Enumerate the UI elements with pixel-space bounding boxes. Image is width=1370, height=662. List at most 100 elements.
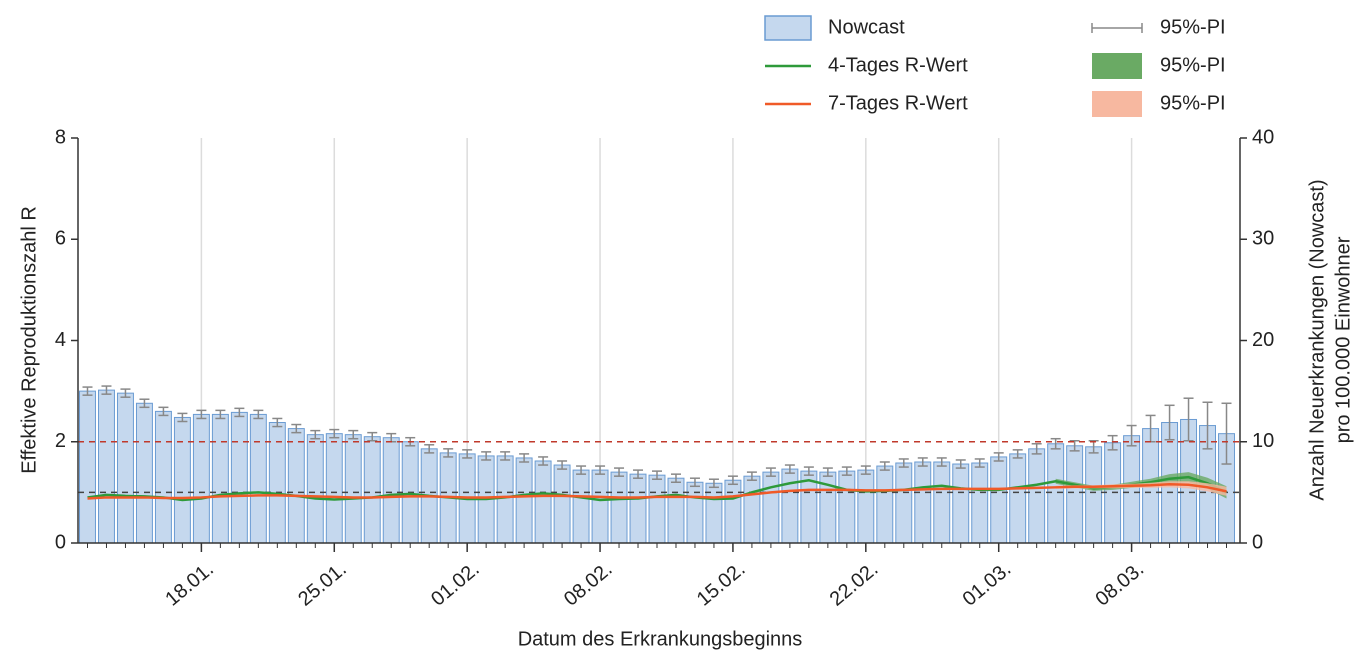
bar [211, 413, 229, 544]
y-tick-label: 8 [55, 126, 66, 148]
legend-label: 95%-PI [1160, 16, 1226, 38]
bar [971, 462, 989, 544]
y2-axis-title: Anzahl Neuerkrankungen (Nowcast) [1306, 179, 1328, 500]
error-bar [670, 473, 681, 483]
bar [1123, 435, 1141, 544]
y2-tick-label: 20 [1252, 329, 1274, 351]
bar [287, 428, 305, 544]
error-bar [974, 458, 985, 468]
bar [1047, 443, 1065, 544]
error-bar [234, 407, 245, 418]
y2-tick-label: 40 [1252, 126, 1274, 148]
error-bar [1202, 401, 1213, 450]
error-bar [481, 451, 492, 461]
error-bar [538, 456, 549, 466]
bar [325, 433, 343, 544]
bar [135, 402, 153, 544]
bar [876, 465, 894, 544]
error-bar [917, 457, 928, 467]
error-bar [253, 409, 264, 420]
x-tick-label: 22.02. [826, 558, 883, 611]
error-bar [519, 453, 530, 463]
error-bar [500, 451, 511, 461]
error-bar [424, 444, 435, 454]
error-bar [120, 388, 131, 398]
error-bar [82, 386, 93, 396]
error-bar [557, 460, 568, 470]
y-tick-label: 0 [55, 531, 66, 553]
error-bar [291, 423, 302, 434]
error-bar [1107, 434, 1118, 451]
error-bar [272, 417, 283, 428]
bar [895, 462, 913, 544]
error-bar [158, 406, 169, 417]
error-bar [689, 477, 700, 488]
error-bar [348, 429, 359, 440]
error-bar [936, 457, 947, 467]
legend-label: 95%-PI [1160, 92, 1226, 114]
error-bar [1164, 404, 1175, 441]
bar [591, 469, 609, 544]
error-bar [595, 465, 606, 475]
bar [306, 434, 324, 544]
y-tick-label: 4 [55, 329, 66, 351]
bar [667, 477, 685, 544]
error-bar [367, 431, 378, 442]
bar [534, 460, 552, 544]
y2-tick-label: 0 [1252, 531, 1263, 553]
error-bar [1126, 424, 1137, 447]
y-tick-label: 2 [55, 430, 66, 452]
error-bar [765, 467, 776, 477]
bar [1028, 448, 1046, 544]
line [87, 483, 1227, 500]
bar [268, 422, 286, 544]
bar [1085, 446, 1103, 544]
error-bar [727, 475, 738, 486]
error-bar [822, 467, 833, 477]
error-bar [139, 398, 150, 409]
legend-swatch [1092, 53, 1142, 79]
bar [98, 389, 115, 544]
x-tick-label: 18.01. [161, 558, 218, 611]
error-bar [1088, 439, 1099, 454]
error-bar [310, 429, 321, 440]
bar [952, 463, 970, 544]
bar [116, 392, 134, 544]
y-axis-title: Effektive Reproduktionszahl R [18, 206, 40, 474]
error-bar [633, 469, 644, 479]
x-axis-title: Datum des Erkrankungsbeginns [518, 628, 803, 650]
x-tick-label: 08.02. [560, 558, 617, 611]
y2-axis-title: pro 100.000 Einwohner [1332, 236, 1354, 443]
bar [1066, 445, 1084, 544]
error-bar [329, 428, 340, 439]
bar [344, 434, 362, 544]
error-bar [101, 385, 112, 395]
bar [648, 474, 666, 544]
x-tick-label: 15.02. [693, 558, 750, 611]
bar [230, 411, 248, 544]
bar [154, 410, 172, 544]
x-tick-label: 08.03. [1091, 558, 1148, 611]
error-bar [708, 478, 719, 489]
bar [382, 437, 400, 544]
bar [363, 436, 381, 544]
error-bar [784, 464, 795, 474]
y2-tick-label: 10 [1252, 430, 1274, 452]
legend-label: 7-Tages R-Wert [828, 92, 968, 114]
bar [572, 469, 590, 544]
error-bar [1221, 402, 1232, 465]
bar [79, 390, 96, 544]
bar [743, 475, 761, 544]
error-bar [215, 409, 226, 420]
y-tick-label: 6 [55, 228, 66, 250]
y2-tick-label: 30 [1252, 228, 1274, 250]
error-bar [177, 412, 188, 423]
bar [990, 456, 1008, 544]
error-bar [993, 452, 1004, 462]
error-bar [576, 465, 587, 475]
legend-swatch [1092, 91, 1142, 117]
bar [610, 471, 628, 544]
bar [553, 464, 571, 544]
bar [781, 468, 799, 544]
